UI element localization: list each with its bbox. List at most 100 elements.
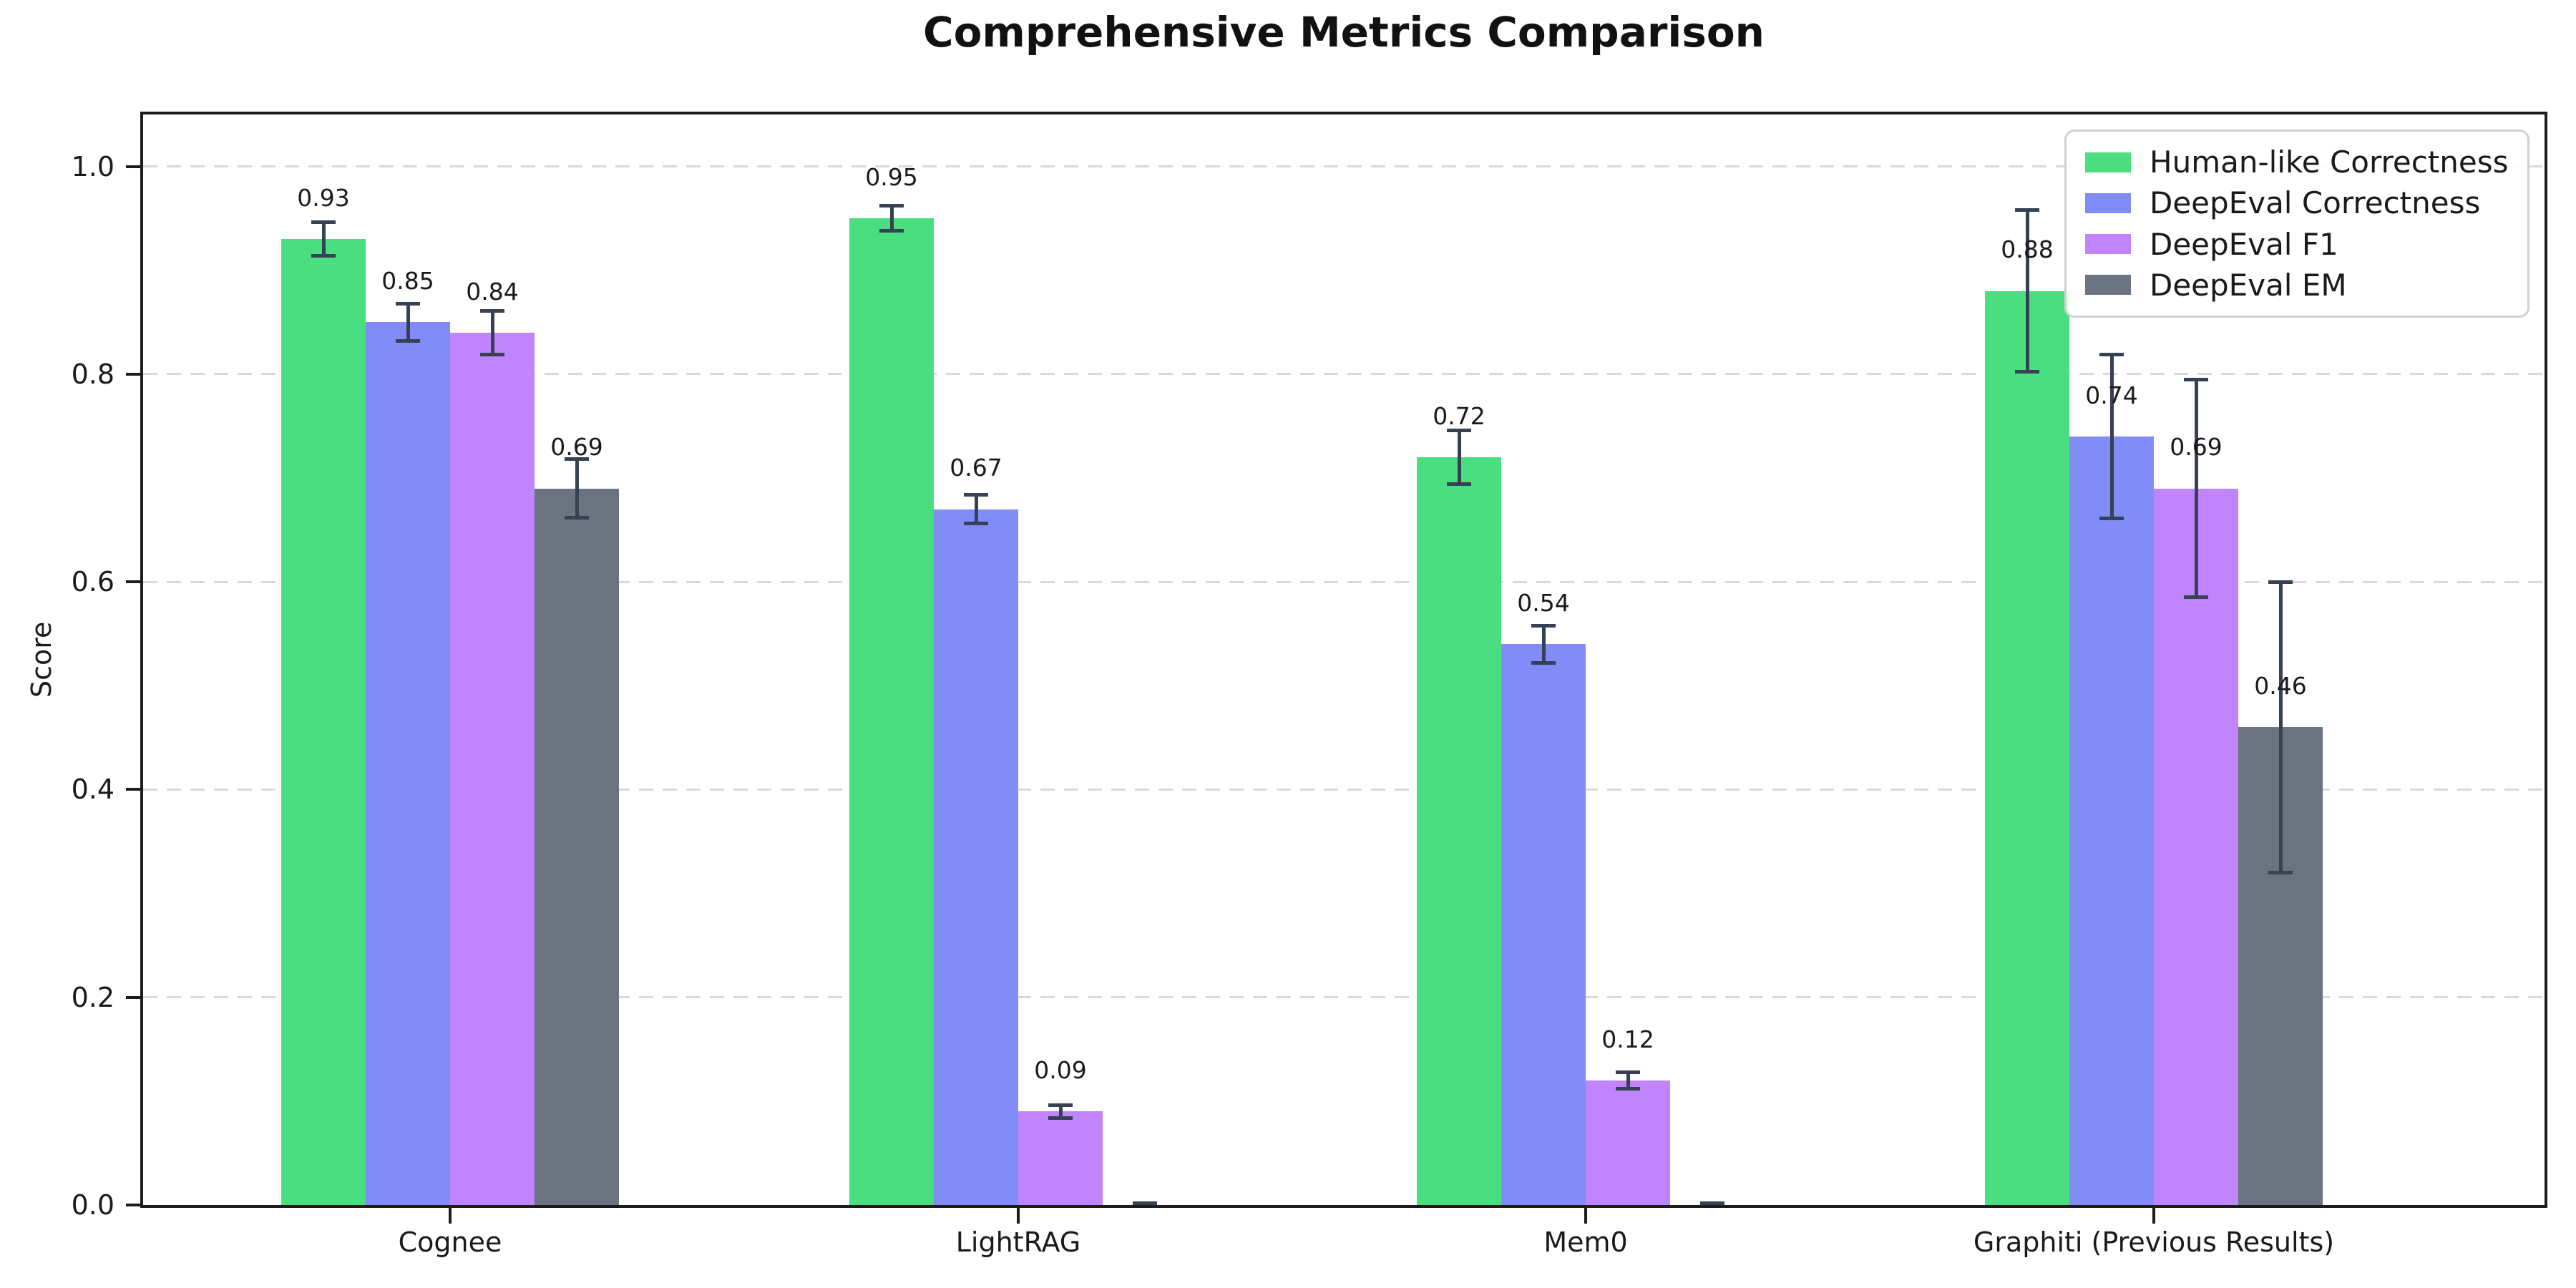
y-axis-tick-label: 0.6 [71, 566, 114, 598]
x-axis-tick-mark [2152, 1206, 2155, 1224]
error-bar-cap-top [1133, 1201, 1157, 1205]
error-bar-cap-bottom [1447, 482, 1471, 487]
bar [849, 218, 934, 1205]
error-bar-cap-top [1700, 1201, 1724, 1205]
bar [450, 332, 535, 1205]
error-bar-cap-top [2015, 208, 2039, 213]
y-axis-tick-mark [126, 165, 143, 168]
bar [1501, 644, 1586, 1205]
gridline [143, 373, 2545, 376]
bar-value-label: 0.72 [1433, 401, 1485, 430]
legend-label: DeepEval Correctness [2150, 185, 2481, 221]
error-bar-line [321, 222, 326, 256]
x-axis-tick-mark [1584, 1206, 1587, 1224]
error-bar-cap-bottom [311, 253, 336, 258]
bar [535, 488, 619, 1205]
error-bar-line [1457, 430, 1461, 484]
error-bar-cap-bottom [879, 229, 904, 233]
error-bar-cap-top [1616, 1070, 1640, 1074]
error-bar-cap-top [396, 301, 420, 306]
bar [281, 239, 366, 1205]
legend-item: DeepEval F1 [2085, 227, 2509, 262]
legend-label: DeepEval EM [2150, 267, 2347, 303]
error-bar-cap-top [2268, 580, 2293, 584]
error-bar-line [2025, 210, 2029, 372]
y-axis-tick-label: 0.8 [71, 358, 114, 390]
x-axis-tick-label: Mem0 [1543, 1226, 1628, 1258]
error-bar-cap-top [2184, 377, 2208, 381]
error-bar-cap-bottom [2268, 871, 2293, 875]
error-bar-line [889, 205, 894, 231]
bar-value-label: 0.84 [466, 277, 519, 306]
legend-swatch [2085, 152, 2131, 172]
error-bar-cap-bottom [2015, 370, 2039, 374]
error-bar-line [974, 494, 978, 524]
error-bar-cap-top [879, 204, 904, 208]
x-axis-tick-mark [449, 1206, 452, 1224]
error-bar-cap-top [964, 492, 988, 497]
error-bar-line [2194, 379, 2198, 597]
y-axis-tick-label: 0.4 [71, 774, 114, 806]
bar-value-label: 0.93 [297, 183, 350, 212]
legend-item: Human-like Correctness [2085, 145, 2509, 180]
gridline [143, 996, 2545, 999]
error-bar-cap-bottom [1616, 1086, 1640, 1091]
legend-item: DeepEval Correctness [2085, 185, 2509, 220]
bar [1417, 457, 1501, 1205]
gridline [143, 165, 2545, 168]
bar [366, 322, 450, 1205]
error-bar-line [2278, 582, 2283, 873]
x-axis-tick-mark [1017, 1206, 1020, 1224]
error-bar-line [490, 311, 494, 355]
gridline [143, 788, 2545, 791]
bar-value-label: 0.46 [2254, 672, 2307, 701]
error-bar-cap-bottom [1048, 1116, 1073, 1120]
y-axis-tick-label: 0.0 [71, 1189, 114, 1221]
error-bar-cap-top [1531, 623, 1556, 628]
legend-swatch [2085, 234, 2131, 255]
bar-value-label: 0.54 [1517, 588, 1570, 617]
error-bar-cap-bottom [480, 352, 504, 356]
y-axis-tick-mark [126, 580, 143, 584]
error-bar-cap-bottom [396, 338, 420, 343]
bar [2069, 436, 2154, 1205]
legend-label: Human-like Correctness [2150, 145, 2509, 180]
y-axis-tick-mark [126, 372, 143, 376]
error-bar-cap-bottom [1531, 660, 1556, 665]
error-bar-cap-top [1048, 1103, 1073, 1108]
legend-swatch [2085, 192, 2131, 213]
bar [1586, 1080, 1670, 1205]
bar-value-label: 0.74 [2085, 381, 2138, 409]
chart-title: Comprehensive Metrics Comparison [923, 8, 1765, 57]
bar [934, 509, 1018, 1205]
error-bar-line [1541, 625, 1546, 663]
bar-value-label: 0.09 [1034, 1056, 1087, 1085]
legend-label: DeepEval F1 [2150, 226, 2338, 262]
error-bar-cap-top [480, 308, 504, 313]
y-axis-tick-mark [126, 1204, 143, 1206]
legend-swatch [2085, 275, 2131, 296]
legend-item: DeepEval EM [2085, 268, 2509, 303]
x-axis-tick-label: LightRAG [955, 1226, 1081, 1258]
y-axis-tick-mark [126, 788, 143, 791]
y-axis-tick-label: 1.0 [71, 150, 114, 182]
x-axis-tick-label: Cognee [398, 1226, 502, 1258]
error-bar-cap-top [1447, 428, 1471, 432]
y-axis-tick-label: 0.2 [71, 981, 114, 1013]
error-bar-line [2109, 354, 2114, 519]
bar [2154, 488, 2238, 1205]
legend: Human-like Correctness DeepEval Correctne… [2064, 130, 2529, 318]
bar [1985, 291, 2069, 1205]
bar-value-label: 0.12 [1601, 1025, 1654, 1053]
gridline [143, 580, 2545, 583]
bar [1018, 1111, 1103, 1205]
error-bar-cap-top [311, 220, 336, 225]
x-axis-tick-label: Graphiti (Previous Results) [1973, 1226, 2335, 1258]
error-bar-cap-top [2099, 352, 2124, 356]
y-axis-tick-mark [126, 995, 143, 999]
error-bar-cap-bottom [2099, 517, 2124, 521]
error-bar-line [1058, 1105, 1063, 1118]
error-bar-cap-bottom [2184, 595, 2208, 600]
bar-value-label: 0.85 [381, 267, 434, 295]
